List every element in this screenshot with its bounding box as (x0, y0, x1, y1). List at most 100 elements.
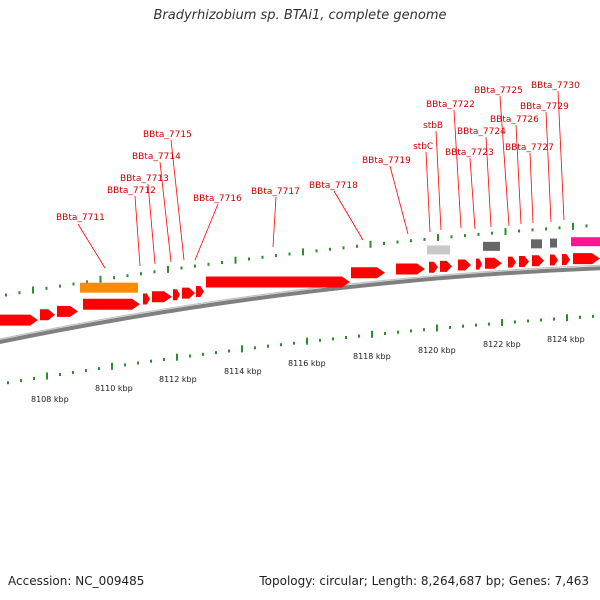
tick-mark (329, 247, 331, 251)
dark-gray-feature[interactable] (550, 238, 557, 248)
tick-mark (86, 280, 88, 284)
leader-line (170, 139, 185, 261)
tick-mark (153, 270, 156, 274)
tick-mark (462, 324, 464, 328)
tick-mark (488, 322, 490, 326)
gene-label[interactable]: stbB (423, 121, 443, 131)
dark-gray-feature[interactable] (531, 239, 542, 249)
leader-line (159, 161, 172, 263)
gene-arrow[interactable] (206, 276, 350, 288)
tick-mark (126, 274, 129, 278)
gene-label[interactable]: BBta_7722 (426, 100, 475, 110)
gene-arrow[interactable] (40, 309, 55, 321)
tick-mark (558, 226, 561, 230)
gene-arrow[interactable] (562, 253, 570, 265)
gene-arrow[interactable] (196, 286, 204, 298)
ruler-label: 8114 kbp (224, 367, 262, 376)
tick-mark (99, 275, 102, 283)
gene-arrow[interactable] (396, 263, 425, 275)
dark-gray-feature[interactable] (483, 241, 500, 251)
gene-arrow[interactable] (573, 253, 600, 265)
pink-feature[interactable] (571, 237, 600, 247)
gene-arrow[interactable] (57, 305, 78, 317)
tick-mark (113, 276, 115, 280)
ruler-label: 8108 kbp (31, 395, 69, 404)
ruler-label: 8118 kbp (353, 352, 391, 361)
tick-mark (436, 324, 438, 332)
gene-arrow[interactable] (143, 293, 150, 305)
tick-mark (221, 261, 223, 264)
leader-line (134, 195, 141, 267)
gene-label[interactable]: BBta_7714 (132, 152, 181, 162)
tick-mark (450, 235, 453, 239)
gene-label[interactable]: BBta_7727 (505, 143, 554, 153)
topology-stats: Topology: circular; Length: 8,264,687 bp… (259, 574, 589, 588)
gene-arrow[interactable] (83, 298, 140, 310)
gene-label[interactable]: BBta_7718 (309, 181, 358, 191)
tick-mark (371, 330, 373, 338)
tick-mark (501, 319, 503, 326)
tick-mark (437, 234, 439, 242)
tick-mark (410, 239, 412, 243)
tick-mark (72, 371, 74, 374)
gene-arrow[interactable] (182, 287, 195, 299)
feature-track (0, 237, 600, 326)
gene-label[interactable]: BBta_7725 (474, 86, 523, 96)
gene-label[interactable]: BBta_7726 (490, 115, 539, 125)
tick-mark (20, 379, 22, 383)
gene-label[interactable]: BBta_7724 (457, 127, 506, 137)
tick-mark (504, 228, 507, 236)
leader-line (77, 223, 106, 269)
tick-mark (531, 228, 534, 232)
accession-text: Accession: NC_009485 (8, 574, 145, 588)
tick-mark (207, 262, 210, 266)
tick-mark (293, 341, 295, 345)
gene-label[interactable]: BBta_7715 (143, 130, 192, 140)
tick-mark (579, 315, 581, 319)
gene-label[interactable]: BBta_7729 (520, 102, 569, 112)
gene-label[interactable]: stbC (413, 142, 433, 152)
gene-label[interactable]: BBta_7711 (56, 213, 105, 223)
gene-arrow[interactable] (152, 291, 172, 303)
gene-arrow[interactable] (476, 258, 482, 270)
gene-arrow[interactable] (508, 256, 516, 268)
tick-mark (540, 318, 542, 322)
gene-arrow[interactable] (550, 254, 558, 266)
ruler-label: 8122 kbp (483, 340, 521, 349)
gene-arrow[interactable] (429, 261, 438, 273)
orange-feature[interactable] (80, 282, 138, 293)
tick-mark (275, 254, 277, 258)
label-leaders (77, 90, 565, 269)
gene-arrow[interactable] (173, 289, 180, 301)
gene-arrow[interactable] (532, 255, 544, 267)
leader-line (389, 165, 409, 235)
gene-label[interactable]: BBta_7717 (251, 187, 300, 197)
leader-line (529, 152, 534, 224)
tick-mark (383, 241, 385, 245)
leader-line (557, 90, 565, 221)
gene-arrow[interactable] (485, 257, 502, 269)
tick-mark (59, 373, 61, 376)
gene-label[interactable]: BBta_7723 (445, 148, 494, 158)
leader-line (147, 183, 156, 265)
leader-line (272, 196, 277, 248)
gene-arrow[interactable] (519, 255, 529, 267)
gene-arrow[interactable] (0, 314, 38, 326)
tick-mark (288, 252, 291, 256)
tick-mark (306, 337, 308, 345)
gene-arrow[interactable] (440, 260, 452, 272)
gene-arrow[interactable] (351, 267, 385, 279)
tick-mark (280, 343, 282, 347)
tick-mark (234, 256, 237, 264)
tick-mark (111, 362, 113, 370)
gray-feature[interactable] (427, 245, 450, 255)
leader-line (485, 136, 492, 228)
gene-label[interactable]: BBta_7730 (531, 81, 580, 91)
gene-label[interactable]: BBta_7713 (120, 174, 169, 184)
gene-label[interactable]: BBta_7712 (107, 186, 156, 196)
gene-label[interactable]: BBta_7719 (362, 156, 411, 166)
gene-label[interactable]: BBta_7716 (193, 194, 242, 204)
outer-tick-track (5, 222, 588, 297)
gene-arrow[interactable] (458, 259, 471, 271)
